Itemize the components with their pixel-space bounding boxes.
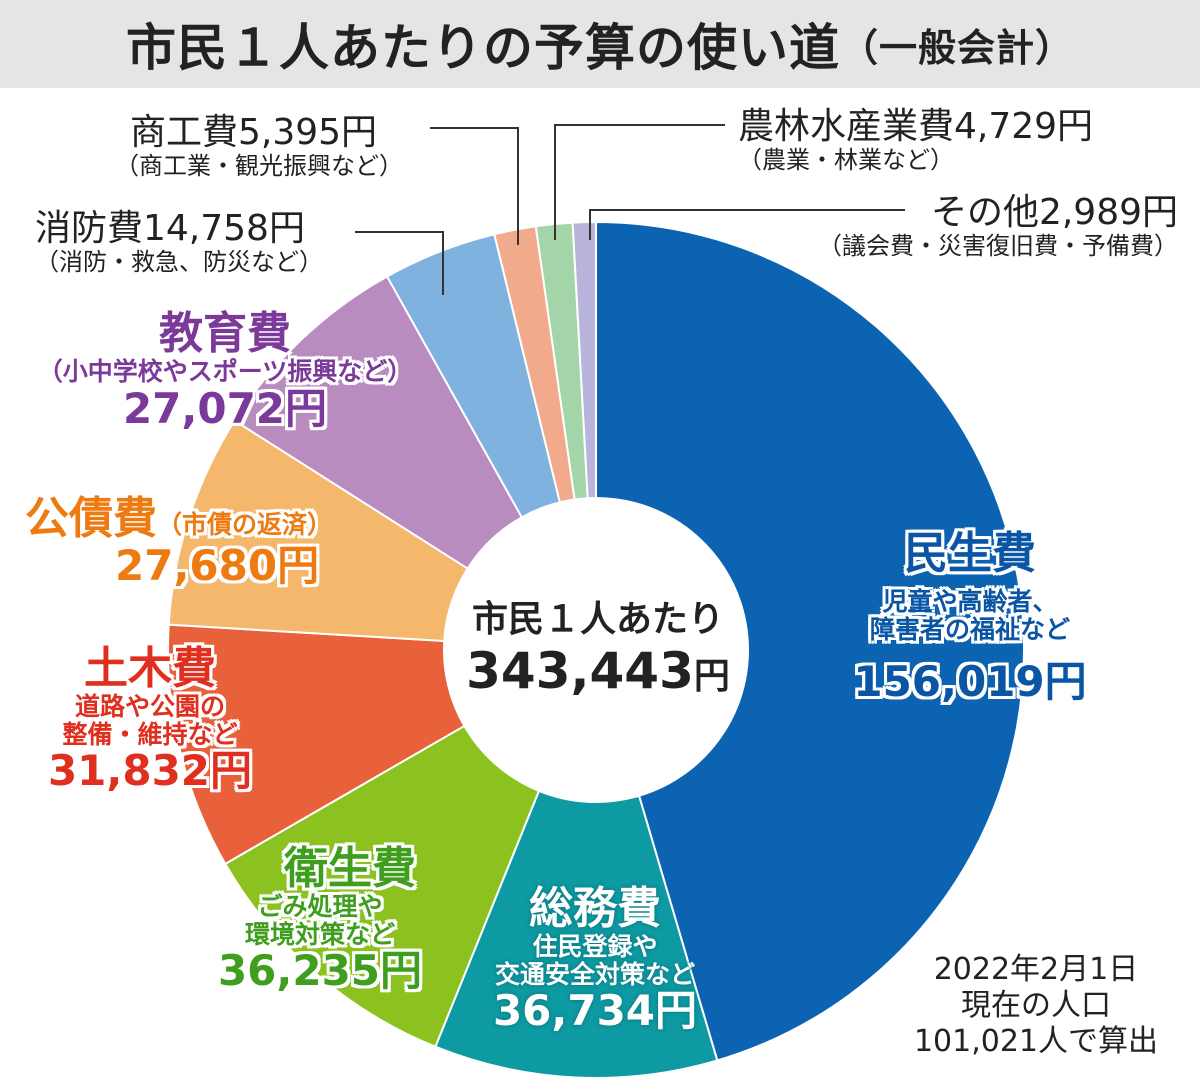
label-desc: 道路や公園の bbox=[74, 692, 225, 722]
label-desc: 整備・維持など bbox=[62, 719, 238, 749]
label-value: 156,019円 bbox=[853, 657, 1087, 707]
label-desc: （小中学校やスポーツ振興など） bbox=[37, 357, 413, 387]
label-name: 農林水産業費4,729円 bbox=[738, 106, 1094, 147]
label-norin: 農林水産業費4,729円 （農業・林業など） bbox=[738, 106, 1093, 175]
label-desc: （議会費・災害復旧費・予備費） bbox=[818, 232, 1178, 261]
label-minsei: 民生費 児童や高齢者、 障害者の福祉など 156,019円 bbox=[820, 528, 1120, 707]
label-value: 27,072円 bbox=[122, 383, 328, 433]
label-desc: （消防・救急、防災など） bbox=[35, 248, 323, 277]
note-line: 2022年2月1日 bbox=[933, 952, 1139, 987]
note-line: 101,021人で算出 bbox=[913, 1024, 1158, 1059]
label-kyoiku: 教育費 （小中学校やスポーツ振興など） 27,072円 bbox=[20, 308, 430, 433]
leader-line-10 bbox=[589, 209, 905, 240]
label-shoko: 商工費5,395円 （商工業・観光振興など） bbox=[115, 112, 403, 181]
label-eisei: 衛生費 ごみ処理や 環境対策など 36,235円 bbox=[195, 843, 445, 996]
label-somu: 総務費 住民登録や 交通安全対策など 36,734円 bbox=[470, 883, 720, 1036]
page-title: 市民１人あたりの予算の使い道 （一般会計） bbox=[0, 0, 1200, 88]
label-name: その他2,989円 bbox=[930, 192, 1178, 233]
label-kosai: 公債費（市債の返済） 27,680円 bbox=[25, 493, 365, 591]
label-desc: 環境対策など bbox=[244, 919, 395, 949]
label-name: 民生費 bbox=[904, 528, 1036, 579]
leader-line-8 bbox=[430, 127, 519, 245]
label-doboku: 土木費 道路や公園の 整備・維持など 31,832円 bbox=[20, 643, 280, 796]
title-suffix: （一般会計） bbox=[839, 25, 1074, 70]
label-name: 消防費14,758円 bbox=[35, 208, 305, 249]
note-line: 現在の人口 bbox=[960, 988, 1111, 1023]
label-desc: 交通安全対策など bbox=[494, 959, 695, 989]
label-value: 36,235円 bbox=[217, 946, 423, 996]
label-desc: ごみ処理や bbox=[257, 892, 383, 922]
center-unit: 円 bbox=[693, 656, 730, 697]
label-desc: 児童や高齢者、 bbox=[882, 587, 1058, 617]
population-note: 2022年2月1日 現在の人口 101,021人で算出 bbox=[914, 952, 1158, 1060]
leader-line-7 bbox=[355, 231, 444, 295]
label-sonota: その他2,989円 （議会費・災害復旧費・予備費） bbox=[818, 192, 1178, 261]
leader-line-9 bbox=[554, 124, 725, 240]
label-value: 27,680円 bbox=[115, 541, 320, 591]
label-name: 教育費 bbox=[159, 308, 291, 359]
center-total: 343,443 bbox=[466, 642, 694, 700]
label-name: 商工費5,395円 bbox=[130, 112, 378, 153]
label-name: 土木費 bbox=[84, 643, 216, 694]
label-desc: 住民登録や bbox=[532, 932, 658, 962]
center-caption: 市民１人あたり bbox=[471, 599, 724, 640]
label-desc: （商工業・観光振興など） bbox=[115, 152, 403, 181]
label-name: 公債費 bbox=[25, 493, 157, 544]
label-desc: （市債の返済） bbox=[157, 510, 333, 539]
label-name: 衛生費 bbox=[284, 843, 416, 894]
label-desc: 障害者の福祉など bbox=[869, 614, 1070, 644]
center-label: 市民１人あたり 343,443円 bbox=[440, 590, 756, 700]
label-shobo: 消防費14,758円 （消防・救急、防災など） bbox=[35, 208, 323, 277]
donut-hole bbox=[444, 498, 748, 802]
label-name: 総務費 bbox=[529, 883, 661, 934]
label-desc: （農業・林業など） bbox=[738, 146, 954, 175]
label-value: 31,832円 bbox=[47, 746, 253, 796]
label-value: 36,734円 bbox=[492, 986, 698, 1036]
title-text: 市民１人あたりの予算の使い道 bbox=[125, 19, 840, 77]
